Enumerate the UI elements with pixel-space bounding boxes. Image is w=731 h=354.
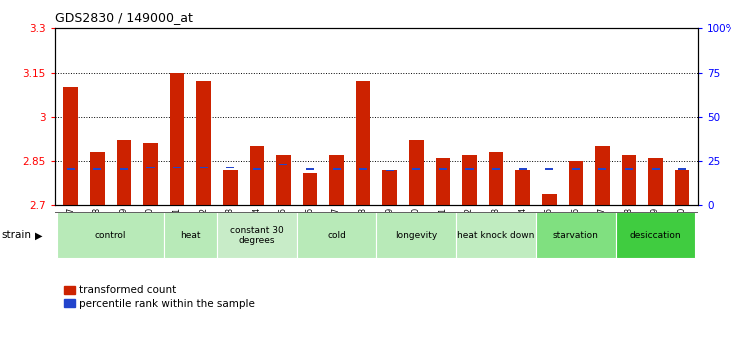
Legend: transformed count, percentile rank within the sample: transformed count, percentile rank withi… [60, 281, 259, 313]
Bar [170, 73, 184, 205]
Bar [625, 168, 633, 170]
Bar [164, 212, 217, 258]
Bar [489, 152, 504, 205]
Bar [651, 168, 659, 170]
Bar [329, 155, 344, 205]
Text: GDS2830 / 149000_at: GDS2830 / 149000_at [55, 11, 193, 24]
Bar [200, 167, 208, 169]
Bar [376, 212, 456, 258]
Text: control: control [95, 231, 126, 240]
Bar [386, 170, 394, 171]
Bar [536, 212, 616, 258]
Bar [595, 146, 610, 205]
Text: longevity: longevity [395, 231, 437, 240]
Bar [621, 155, 636, 205]
Bar [572, 168, 580, 170]
Text: starvation: starvation [553, 231, 599, 240]
Bar [90, 152, 105, 205]
Bar [599, 168, 607, 170]
Bar [678, 168, 686, 170]
Text: cold: cold [327, 231, 346, 240]
Bar [412, 168, 420, 170]
Bar [249, 146, 264, 205]
Bar [117, 141, 132, 205]
Bar [492, 168, 500, 170]
Bar [333, 168, 341, 170]
Bar [276, 155, 291, 205]
Text: strain: strain [1, 230, 31, 240]
Bar [217, 212, 297, 258]
Bar [569, 161, 583, 205]
Bar [120, 168, 128, 170]
Text: desiccation: desiccation [630, 231, 681, 240]
Bar [466, 168, 474, 170]
Bar [197, 81, 211, 205]
Bar [279, 164, 287, 166]
Bar [303, 173, 317, 205]
Bar [67, 168, 75, 170]
Bar [382, 170, 397, 205]
Bar [675, 170, 689, 205]
Text: heat: heat [180, 231, 200, 240]
Bar [409, 141, 424, 205]
Bar [462, 155, 477, 205]
Text: heat knock down: heat knock down [458, 231, 535, 240]
Bar [436, 158, 450, 205]
Bar [297, 212, 376, 258]
Bar [515, 170, 530, 205]
Bar [519, 168, 526, 170]
Bar [94, 168, 102, 170]
Bar [356, 81, 371, 205]
Bar [146, 167, 154, 169]
Bar [223, 170, 238, 205]
Bar [456, 212, 536, 258]
Bar [648, 158, 663, 205]
Bar [616, 212, 695, 258]
Bar [545, 168, 553, 170]
Bar [173, 167, 181, 169]
Bar [542, 194, 556, 205]
Bar [143, 143, 158, 205]
Bar [64, 87, 78, 205]
Bar [359, 168, 367, 170]
Text: constant 30
degrees: constant 30 degrees [230, 226, 284, 245]
Bar [306, 168, 314, 170]
Bar [253, 168, 261, 170]
Bar [58, 212, 164, 258]
Bar [439, 168, 447, 170]
Text: ▶: ▶ [35, 230, 42, 240]
Bar [226, 167, 234, 169]
